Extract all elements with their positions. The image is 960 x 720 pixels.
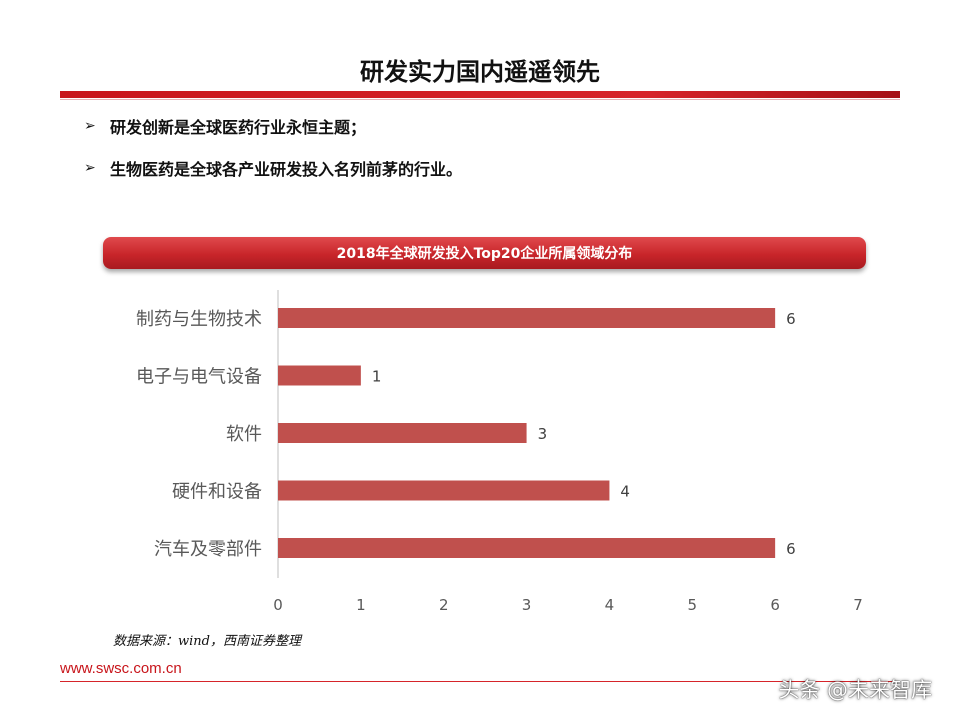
- category-label: 电子与电气设备: [136, 367, 262, 388]
- bar: [278, 423, 527, 443]
- bar: [278, 365, 361, 386]
- page-title: 研发实力国内遥遥领先: [360, 58, 600, 86]
- x-tick-label: 2: [439, 596, 449, 614]
- category-label: 软件: [226, 424, 262, 445]
- watermark: 头条 @未来智库: [778, 678, 932, 702]
- category-label: 硬件和设备: [172, 482, 262, 503]
- x-tick-label: 7: [853, 596, 863, 614]
- title-divider: [60, 91, 900, 98]
- bullet-list: ➢ 研发创新是全球医药行业永恒主题； ➢ 生物医药是全球各产业研发投入名列前茅的…: [84, 114, 462, 180]
- data-label: 1: [372, 368, 382, 386]
- title-divider-thin: [60, 99, 900, 100]
- data-label: 6: [786, 540, 796, 558]
- bar: [278, 308, 776, 328]
- bullet-item: ➢ 生物医药是全球各产业研发投入名列前茅的行业。: [84, 156, 462, 180]
- chart-title-banner: 2018年全球研发投入Top20企业所属领域分布: [103, 237, 866, 269]
- category-label: 制药与生物技术: [136, 309, 262, 330]
- x-tick-label: 6: [770, 596, 780, 614]
- x-tick-label: 1: [356, 596, 366, 614]
- source-note: 数据来源：wind，西南证券整理: [113, 634, 301, 649]
- x-tick-label: 4: [605, 596, 615, 614]
- footer-url: www.swsc.com.cn: [60, 660, 182, 677]
- footer-divider: [60, 681, 900, 682]
- x-tick-label: 5: [688, 596, 698, 614]
- data-label: 3: [538, 425, 548, 443]
- x-tick-label: 3: [522, 596, 532, 614]
- x-tick-label: 0: [273, 596, 283, 614]
- data-label: 4: [620, 483, 630, 501]
- arrow-bullet-icon: ➢: [84, 160, 96, 176]
- bar: [278, 480, 610, 501]
- data-label: 6: [786, 310, 796, 328]
- bullet-text: 生物医药是全球各产业研发投入名列前茅的行业。: [110, 160, 463, 179]
- bullet-item: ➢ 研发创新是全球医药行业永恒主题；: [84, 114, 462, 138]
- bar: [278, 538, 776, 558]
- bullet-text: 研发创新是全球医药行业永恒主题；: [110, 118, 367, 137]
- arrow-bullet-icon: ➢: [84, 118, 96, 134]
- category-label: 汽车及零部件: [154, 539, 262, 560]
